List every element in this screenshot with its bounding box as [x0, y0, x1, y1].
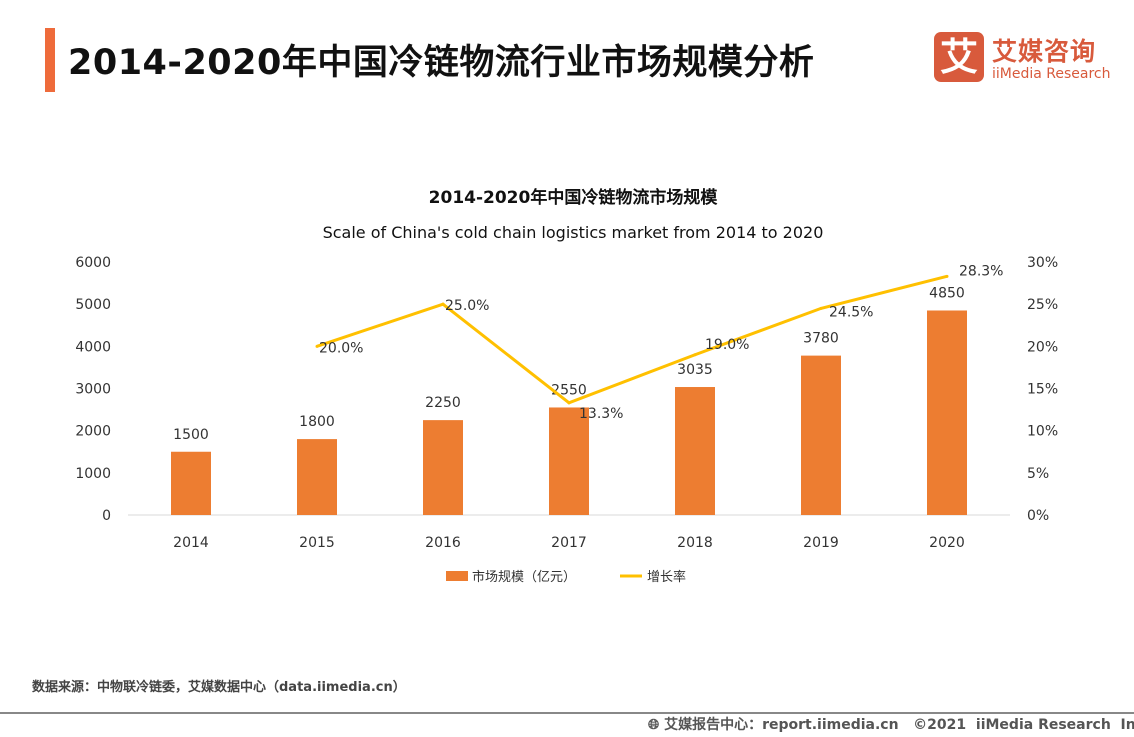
bar-data-label: 3780 [803, 331, 839, 347]
legend-bar-swatch [446, 571, 468, 581]
legend: 市场规模（亿元） 增长率 [446, 569, 686, 585]
globe-cursor-icon: 🌐︎ [648, 717, 665, 733]
bar-2014 [171, 451, 211, 515]
bar-data-label: 1500 [173, 427, 209, 443]
right-tick-label: 0% [1027, 508, 1049, 524]
bar-data-label: 3035 [677, 362, 713, 378]
line-point-2016 [441, 302, 445, 306]
bar-2017 [549, 407, 589, 515]
right-tick-label: 30% [1027, 255, 1058, 271]
left-tick-label: 2000 [75, 424, 111, 440]
x-tick-label: 2020 [929, 535, 965, 551]
logo-text-cn: 艾媒咨询 [992, 37, 1097, 66]
right-tick-label: 25% [1027, 297, 1058, 313]
bar-2016 [423, 420, 463, 515]
data-source: 数据来源：中物联冷链委，艾媒数据中心（data.iimedia.cn） [32, 680, 406, 695]
bar-2018 [675, 387, 715, 515]
x-tick-label: 2018 [677, 535, 713, 551]
bar-data-label: 4850 [929, 285, 965, 301]
footer-text: 艾媒报告中心：report.iimedia.cn ©2021 iiMedia R… [664, 717, 1134, 733]
bar-2015 [297, 439, 337, 515]
x-tick-label: 2019 [803, 535, 839, 551]
bar-data-label: 1800 [299, 414, 335, 430]
line-data-label: 24.5% [829, 304, 873, 320]
line-point-2018 [693, 353, 697, 357]
right-tick-label: 5% [1027, 466, 1049, 482]
x-tick-label: 2017 [551, 535, 587, 551]
chart-title: 2014-2020年中国冷链物流市场规模 [429, 187, 719, 208]
left-tick-label: 3000 [75, 382, 111, 398]
growth-rate-line [316, 274, 948, 405]
line-point-2020 [945, 274, 949, 278]
left-tick-label: 6000 [75, 255, 111, 271]
legend-bar-label: 市场规模（亿元） [472, 569, 576, 585]
logo-text-en: iiMedia Research [992, 66, 1111, 82]
x-tick-label: 2014 [173, 535, 209, 551]
right-tick-label: 10% [1027, 424, 1058, 440]
chart-subtitle: Scale of China's cold chain logistics ma… [323, 223, 824, 242]
left-tick-label: 4000 [75, 339, 111, 355]
line-data-label: 20.0% [319, 340, 363, 356]
left-tick-label: 1000 [75, 466, 111, 482]
line-data-label: 28.3% [959, 263, 1003, 279]
legend-line-label: 增长率 [647, 569, 686, 585]
logo-mark: 艾 [934, 32, 984, 82]
right-tick-label: 20% [1027, 339, 1058, 355]
left-tick-label: 5000 [75, 297, 111, 313]
page-title: 2014-2020年中国冷链物流行业市场规模分析 [68, 43, 815, 83]
line-data-label: 13.3% [579, 406, 623, 422]
bar-2020 [927, 310, 967, 515]
line-point-2017 [567, 401, 571, 405]
right-tick-label: 15% [1027, 382, 1058, 398]
bar-2019 [801, 355, 841, 515]
chart: 2014-2020年中国冷链物流市场规模 Scale of China's co… [75, 187, 1058, 585]
line-data-label: 25.0% [445, 298, 489, 314]
line-data-label: 19.0% [705, 337, 749, 353]
footer-divider [0, 712, 1134, 714]
line-point-2019 [819, 306, 823, 310]
x-tick-label: 2016 [425, 535, 461, 551]
line-point-2015 [315, 344, 319, 348]
left-tick-label: 0 [102, 508, 111, 524]
title-accent-bar [45, 28, 55, 92]
bar-data-label: 2550 [551, 382, 587, 398]
footer: 🌐︎ 艾媒报告中心：report.iimedia.cn ©2021 iiMedi… [648, 714, 1134, 734]
x-tick-label: 2015 [299, 535, 335, 551]
bar-data-label: 2250 [425, 395, 461, 411]
